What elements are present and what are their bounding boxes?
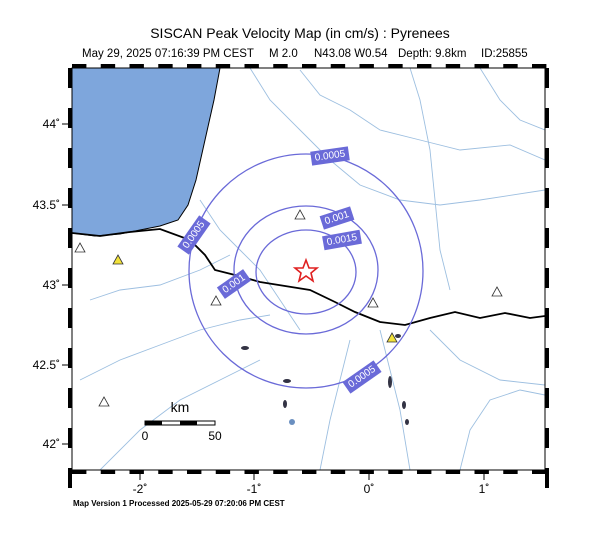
axis-ticks: -2˚ -1˚ 0˚ 1˚ 44˚ 43.5˚ 43˚ 42.5˚ 42˚ (33, 64, 549, 496)
contour-label: 0.0005 (314, 149, 346, 164)
border-segment (100, 64, 116, 68)
border-segment (68, 268, 72, 288)
border-segment (68, 308, 72, 328)
footer: Map Version 1 Processed 2025-05-29 07:20… (73, 499, 285, 508)
border-segment (388, 470, 403, 474)
border-segment (474, 64, 489, 68)
border-segment (330, 470, 346, 474)
border-segment (68, 388, 72, 408)
border-segment (100, 470, 116, 474)
subtitle-magnitude: M 2.0 (269, 48, 298, 60)
border-segment (273, 470, 288, 474)
subtitle-location: N43.08 W0.54 (314, 48, 388, 60)
border-segment (72, 64, 87, 68)
border-segment (503, 470, 518, 474)
border-segment (545, 348, 549, 368)
epicenter (292, 257, 320, 283)
border-segment (72, 470, 87, 474)
border-segment (68, 348, 72, 368)
border-segment (545, 388, 549, 408)
y-tick-label: 42˚ (43, 437, 60, 451)
border-segment (68, 68, 72, 88)
border-segment (158, 470, 173, 474)
border-segment (545, 188, 549, 208)
border (72, 228, 545, 326)
border-segment (215, 470, 231, 474)
y-tick-label: 44˚ (43, 117, 60, 131)
border-segment (545, 148, 549, 168)
x-tick-label: -1˚ (247, 482, 262, 496)
border-segment (545, 308, 549, 328)
border-segment (545, 268, 549, 288)
border-segment (532, 64, 547, 68)
x-tick-label: 0˚ (364, 482, 375, 496)
stations (74, 209, 503, 407)
y-tick-label: 43.5˚ (33, 198, 60, 212)
border-segment (244, 64, 259, 68)
subtitle-depth: Depth: 9.8km (398, 48, 466, 60)
x-tick-label: 1˚ (479, 482, 490, 496)
border-segment (215, 64, 231, 68)
border-segment (68, 188, 72, 208)
subtitle-date: May 29, 2025 07:16:39 PM CEST (82, 48, 254, 60)
y-tick-label: 43˚ (43, 278, 60, 292)
subtitle-id: ID:25855 (481, 48, 528, 60)
border-segment (417, 470, 432, 474)
border-segment (68, 468, 72, 488)
lakes (241, 334, 409, 425)
contours (188, 153, 424, 389)
border-segment (302, 470, 317, 474)
scale-end: 50 (208, 429, 222, 443)
border-segment (503, 64, 518, 68)
border-segment (330, 64, 346, 68)
border-segment (359, 470, 374, 474)
contour-label: 0.0015 (326, 232, 358, 248)
border-segment (417, 64, 432, 68)
border-segment (532, 470, 547, 474)
border-segment (129, 64, 144, 68)
border-segment (545, 468, 549, 488)
border-segment (545, 428, 549, 448)
border-segment (302, 64, 317, 68)
border-segment (129, 470, 144, 474)
border-segment (388, 64, 403, 68)
scale-start: 0 (142, 429, 149, 443)
x-tick-label: -2˚ (133, 482, 148, 496)
border-segment (187, 470, 202, 474)
border-segment (68, 148, 72, 168)
map-body: 0.0005 0.001 0.0015 0.0005 0.001 0.0005 … (72, 68, 545, 470)
border-segment (545, 108, 549, 128)
y-tick-label: 42.5˚ (33, 358, 60, 372)
subtitle: May 29, 2025 07:16:39 PM CEST M 2.0 N43.… (82, 48, 528, 60)
border-segment (445, 64, 461, 68)
border-segment (273, 64, 288, 68)
border-segment (68, 108, 72, 128)
border-segment (359, 64, 374, 68)
border-segment (445, 470, 461, 474)
border-segment (244, 470, 259, 474)
rivers (79, 68, 545, 470)
border-segment (187, 64, 202, 68)
border-segment (545, 228, 549, 248)
title: SISCAN Peak Velocity Map (in cm/s) : Pyr… (150, 25, 450, 41)
border-segment (158, 64, 173, 68)
scale-unit: km (171, 399, 190, 415)
border-segment (68, 428, 72, 448)
border-segment (68, 228, 72, 248)
scale-bar: km 0 50 (142, 399, 222, 443)
border-segment (545, 68, 549, 88)
border-segment (474, 470, 489, 474)
